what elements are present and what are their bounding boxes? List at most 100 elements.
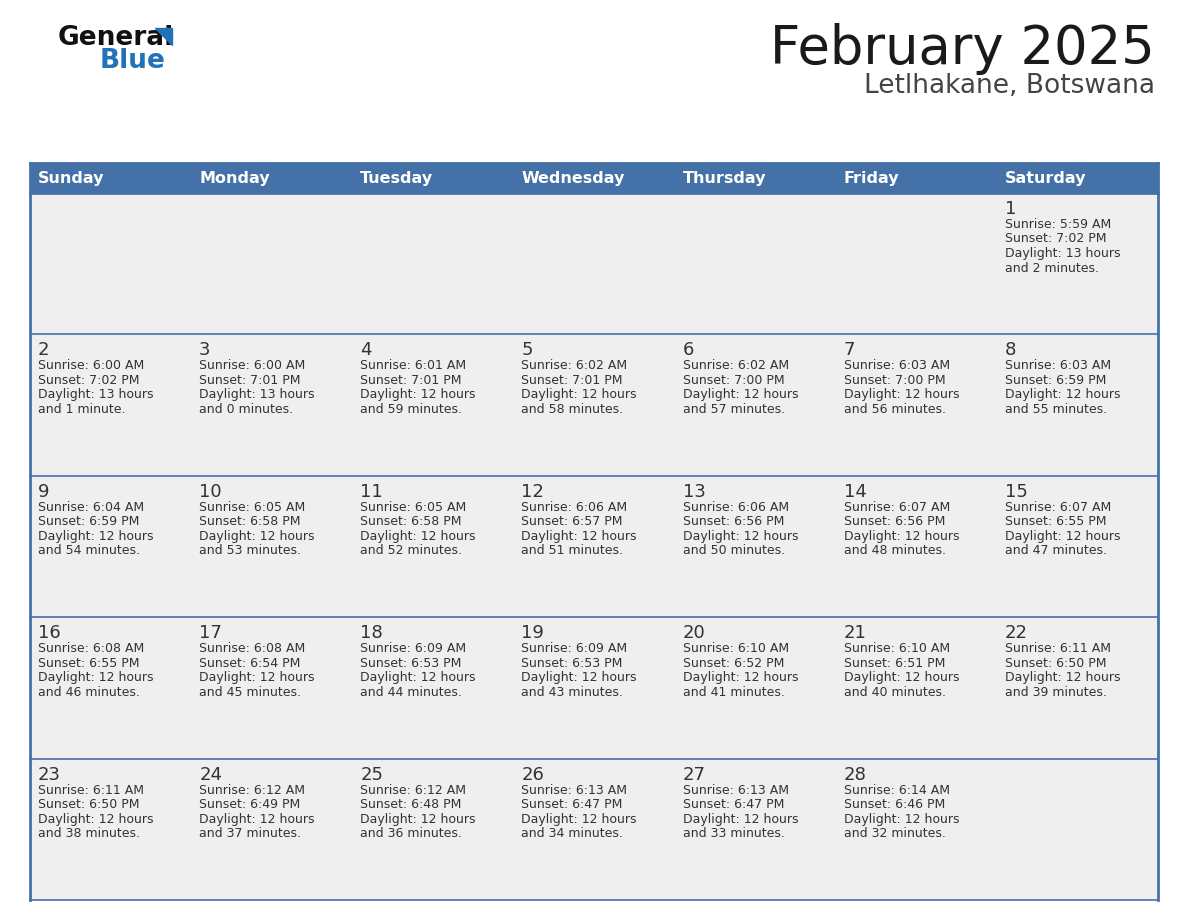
Polygon shape	[154, 28, 172, 45]
Text: 25: 25	[360, 766, 384, 784]
Text: Sunset: 6:48 PM: Sunset: 6:48 PM	[360, 798, 462, 812]
Bar	[513, 758, 675, 900]
Text: 17: 17	[200, 624, 222, 643]
Bar	[30, 758, 191, 900]
Text: 21: 21	[843, 624, 866, 643]
Bar	[191, 758, 353, 900]
Text: Sunset: 6:49 PM: Sunset: 6:49 PM	[200, 798, 301, 812]
Text: Sunday: Sunday	[38, 171, 105, 185]
Text: and 59 minutes.: and 59 minutes.	[360, 403, 462, 416]
Bar	[835, 193, 997, 334]
Text: Sunset: 7:00 PM: Sunset: 7:00 PM	[843, 374, 946, 386]
Text: Sunset: 6:56 PM: Sunset: 6:56 PM	[683, 515, 784, 528]
Text: Daylight: 12 hours: Daylight: 12 hours	[843, 530, 959, 543]
Bar	[513, 476, 675, 617]
Text: Sunrise: 6:06 AM: Sunrise: 6:06 AM	[522, 501, 627, 514]
Bar	[835, 617, 997, 758]
Text: Sunrise: 6:05 AM: Sunrise: 6:05 AM	[360, 501, 467, 514]
Text: 22: 22	[1005, 624, 1028, 643]
Text: 28: 28	[843, 766, 866, 784]
Bar	[513, 617, 675, 758]
Text: Sunrise: 6:00 AM: Sunrise: 6:00 AM	[38, 360, 144, 373]
Text: Daylight: 12 hours: Daylight: 12 hours	[843, 812, 959, 825]
Text: Sunrise: 6:07 AM: Sunrise: 6:07 AM	[843, 501, 950, 514]
Text: Sunrise: 6:02 AM: Sunrise: 6:02 AM	[683, 360, 789, 373]
Text: Sunrise: 6:09 AM: Sunrise: 6:09 AM	[360, 643, 467, 655]
Text: Sunset: 6:56 PM: Sunset: 6:56 PM	[843, 515, 946, 528]
Text: and 54 minutes.: and 54 minutes.	[38, 544, 140, 557]
Bar	[835, 476, 997, 617]
Text: Daylight: 12 hours: Daylight: 12 hours	[683, 812, 798, 825]
Text: Daylight: 12 hours: Daylight: 12 hours	[683, 530, 798, 543]
Text: Sunset: 6:50 PM: Sunset: 6:50 PM	[38, 798, 139, 812]
Bar	[191, 334, 353, 476]
Text: Sunset: 6:52 PM: Sunset: 6:52 PM	[683, 656, 784, 670]
Text: and 33 minutes.: and 33 minutes.	[683, 827, 784, 840]
Bar	[675, 334, 835, 476]
Bar	[191, 163, 353, 193]
Text: Daylight: 12 hours: Daylight: 12 hours	[38, 671, 153, 684]
Text: Monday: Monday	[200, 171, 270, 185]
Text: 2: 2	[38, 341, 50, 360]
Text: 6: 6	[683, 341, 694, 360]
Text: 10: 10	[200, 483, 222, 501]
Text: Sunset: 6:47 PM: Sunset: 6:47 PM	[683, 798, 784, 812]
Text: General: General	[58, 25, 175, 51]
Text: Sunrise: 6:10 AM: Sunrise: 6:10 AM	[683, 643, 789, 655]
Text: Daylight: 12 hours: Daylight: 12 hours	[38, 812, 153, 825]
Text: and 58 minutes.: and 58 minutes.	[522, 403, 624, 416]
Text: and 0 minutes.: and 0 minutes.	[200, 403, 293, 416]
Bar	[675, 193, 835, 334]
Text: 14: 14	[843, 483, 866, 501]
Text: Sunrise: 6:11 AM: Sunrise: 6:11 AM	[1005, 643, 1111, 655]
Text: Sunrise: 6:13 AM: Sunrise: 6:13 AM	[683, 784, 789, 797]
Text: Daylight: 12 hours: Daylight: 12 hours	[683, 671, 798, 684]
Text: Saturday: Saturday	[1005, 171, 1086, 185]
Bar	[675, 758, 835, 900]
Bar	[30, 476, 191, 617]
Text: Daylight: 12 hours: Daylight: 12 hours	[38, 530, 153, 543]
Text: and 56 minutes.: and 56 minutes.	[843, 403, 946, 416]
Text: Sunrise: 6:12 AM: Sunrise: 6:12 AM	[360, 784, 466, 797]
Text: Sunset: 7:00 PM: Sunset: 7:00 PM	[683, 374, 784, 386]
Text: 16: 16	[38, 624, 61, 643]
Text: Friday: Friday	[843, 171, 899, 185]
Text: Blue: Blue	[100, 48, 166, 74]
Text: Daylight: 12 hours: Daylight: 12 hours	[360, 671, 475, 684]
Text: Daylight: 12 hours: Daylight: 12 hours	[360, 388, 475, 401]
Text: Wednesday: Wednesday	[522, 171, 625, 185]
Text: Letlhakane, Botswana: Letlhakane, Botswana	[864, 73, 1155, 99]
Text: Sunrise: 5:59 AM: Sunrise: 5:59 AM	[1005, 218, 1111, 231]
Text: Sunrise: 6:13 AM: Sunrise: 6:13 AM	[522, 784, 627, 797]
Text: Daylight: 12 hours: Daylight: 12 hours	[683, 388, 798, 401]
Bar	[353, 163, 513, 193]
Bar	[997, 163, 1158, 193]
Text: and 50 minutes.: and 50 minutes.	[683, 544, 785, 557]
Text: 19: 19	[522, 624, 544, 643]
Text: Sunset: 7:01 PM: Sunset: 7:01 PM	[360, 374, 462, 386]
Text: Sunset: 7:01 PM: Sunset: 7:01 PM	[200, 374, 301, 386]
Text: Daylight: 12 hours: Daylight: 12 hours	[522, 812, 637, 825]
Text: and 2 minutes.: and 2 minutes.	[1005, 262, 1099, 274]
Text: and 52 minutes.: and 52 minutes.	[360, 544, 462, 557]
Text: Sunrise: 6:12 AM: Sunrise: 6:12 AM	[200, 784, 305, 797]
Bar	[835, 163, 997, 193]
Text: Daylight: 12 hours: Daylight: 12 hours	[200, 530, 315, 543]
Text: Sunset: 7:02 PM: Sunset: 7:02 PM	[38, 374, 139, 386]
Bar	[191, 476, 353, 617]
Text: Daylight: 12 hours: Daylight: 12 hours	[360, 812, 475, 825]
Text: Sunset: 6:50 PM: Sunset: 6:50 PM	[1005, 656, 1106, 670]
Text: Sunrise: 6:09 AM: Sunrise: 6:09 AM	[522, 643, 627, 655]
Bar	[675, 617, 835, 758]
Bar	[835, 334, 997, 476]
Bar	[191, 193, 353, 334]
Text: Daylight: 12 hours: Daylight: 12 hours	[200, 812, 315, 825]
Text: Daylight: 12 hours: Daylight: 12 hours	[200, 671, 315, 684]
Text: and 55 minutes.: and 55 minutes.	[1005, 403, 1107, 416]
Bar	[513, 334, 675, 476]
Bar	[675, 476, 835, 617]
Text: 27: 27	[683, 766, 706, 784]
Text: Sunset: 6:58 PM: Sunset: 6:58 PM	[200, 515, 301, 528]
Text: and 34 minutes.: and 34 minutes.	[522, 827, 624, 840]
Text: 24: 24	[200, 766, 222, 784]
